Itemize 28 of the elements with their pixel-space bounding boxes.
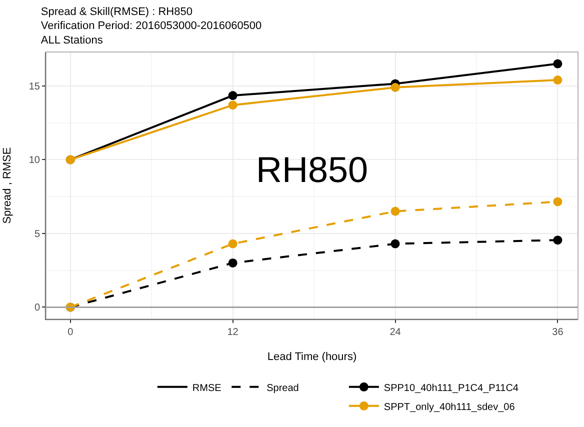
x-tick-label: 12 (227, 327, 239, 338)
legend-label: SPP10_40h111_P1C4_P11C4 (384, 382, 519, 394)
chart-subtitle: Verification Period: 2016053000-2016060500 ALL Stations (40, 20, 262, 47)
legend-label: SPPT_only_40h111_sdev_06 (384, 402, 516, 413)
y-tick-label: 5 (34, 228, 40, 240)
point (553, 76, 562, 85)
x-tick-label: 24 (390, 327, 402, 338)
y-tick-label: 15 (28, 81, 40, 92)
annotation: RH850 (256, 149, 368, 190)
y-tick-label: 0 (34, 302, 40, 314)
point (390, 82, 400, 92)
text: Spread (266, 382, 299, 394)
point (228, 239, 238, 248)
x-tick-label: 0 (68, 327, 74, 338)
point (390, 239, 400, 248)
x-tick-label: 36 (552, 327, 564, 338)
text: RMSE (192, 382, 222, 394)
point (390, 206, 400, 216)
point (553, 59, 562, 68)
point (228, 258, 238, 268)
y-tick-label: 10 (28, 155, 40, 166)
x-axis-title: Lead Time (hours) (267, 351, 357, 364)
point (228, 91, 238, 100)
point (228, 100, 238, 110)
point (553, 197, 562, 206)
y-axis-title: Spread , RMSE (2, 147, 14, 224)
point (553, 236, 562, 245)
chart-title: Spread & Skill(RMSE) : RH850 (40, 6, 192, 18)
